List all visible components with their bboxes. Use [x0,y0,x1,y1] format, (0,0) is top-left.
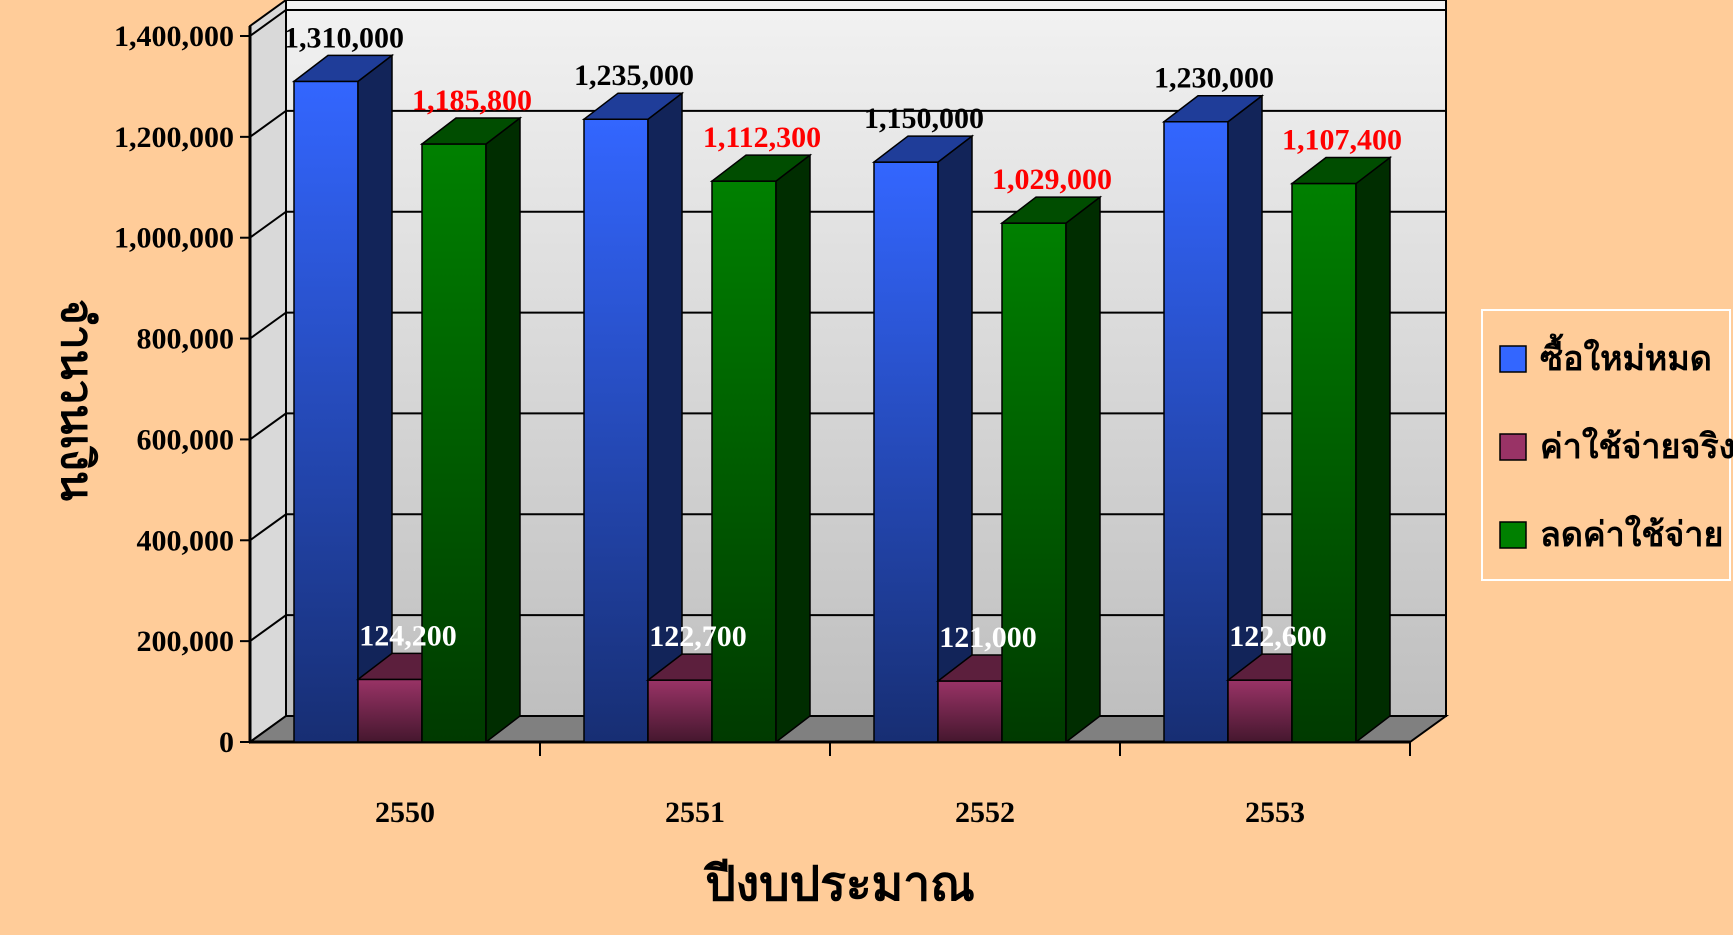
x-tick-label: 2550 [375,796,435,829]
bar-top [709,154,813,182]
y-tick-label: 1,200,000 [114,121,234,154]
bars [291,53,1393,744]
bar-top [871,135,975,163]
bar-top [419,117,523,145]
y-tick-label: 600,000 [137,423,235,456]
legend-label: ลดค่าใช้จ่าย [1540,514,1723,554]
bar-top [581,92,685,120]
bar [293,80,359,743]
x-axis-title: ปีงบประมาณ [703,858,975,911]
y-tick-label: 1,400,000 [114,20,234,53]
bar [583,118,649,743]
bar-side [1065,195,1101,744]
legend-label: ซื้อใหม่หมด [1540,333,1712,378]
bar-side [1355,156,1391,744]
gridline [249,9,1446,37]
bar-side [775,153,811,744]
y-tick-label: 0 [219,726,234,759]
legend-label: ค่าใช้จ่ายจริง [1540,426,1733,466]
y-axis-title: จำนวนเงิน [52,299,101,501]
y-tick-label: 200,000 [137,625,235,658]
bar [711,180,777,743]
bar-top [291,54,395,83]
y-tick-label: 800,000 [137,323,235,356]
gridline [249,109,1446,138]
bar [1163,120,1229,743]
x-tick-label: 2551 [665,796,725,829]
data-label: 1,112,300 [703,121,821,154]
data-label: 1,185,800 [412,84,532,117]
y-tick-label: 1,000,000 [114,222,234,255]
x-tick-label: 2552 [955,796,1015,829]
data-label: 122,700 [649,620,747,653]
y-tick-label: 400,000 [137,524,235,557]
data-label: 1,230,000 [1154,62,1274,95]
bar-side [485,116,521,744]
bar [1291,182,1357,743]
legend-swatch [1499,345,1527,373]
data-label: 1,235,000 [574,59,694,92]
legend-swatch [1499,433,1527,461]
tick-labels: 0 200,000 400,000 600,000 800,000 1,000,000 1,… [114,20,1411,829]
data-label: 1,310,000 [284,21,404,54]
data-label: 122,600 [1229,620,1327,653]
bar [357,678,423,743]
bar [1001,222,1067,743]
bar [873,161,939,743]
data-labels: 1,310,000 124,200 1,185,800 1,235,000 122,70… [284,21,1402,654]
data-label: 1,150,000 [864,102,984,135]
data-label: 124,200 [359,619,457,652]
bar [647,679,713,743]
bar-top [1161,94,1265,123]
data-label: 1,029,000 [992,163,1112,196]
legend-swatch [1499,521,1527,549]
bar [937,680,1003,743]
bar [1227,679,1293,743]
bar-top [999,196,1103,224]
side-wall [249,0,287,744]
bar-top [1289,156,1393,185]
x-tick-label: 2553 [1245,796,1305,829]
data-label: 121,000 [939,621,1037,654]
plot-area [246,0,1450,744]
data-label: 1,107,400 [1282,124,1402,157]
